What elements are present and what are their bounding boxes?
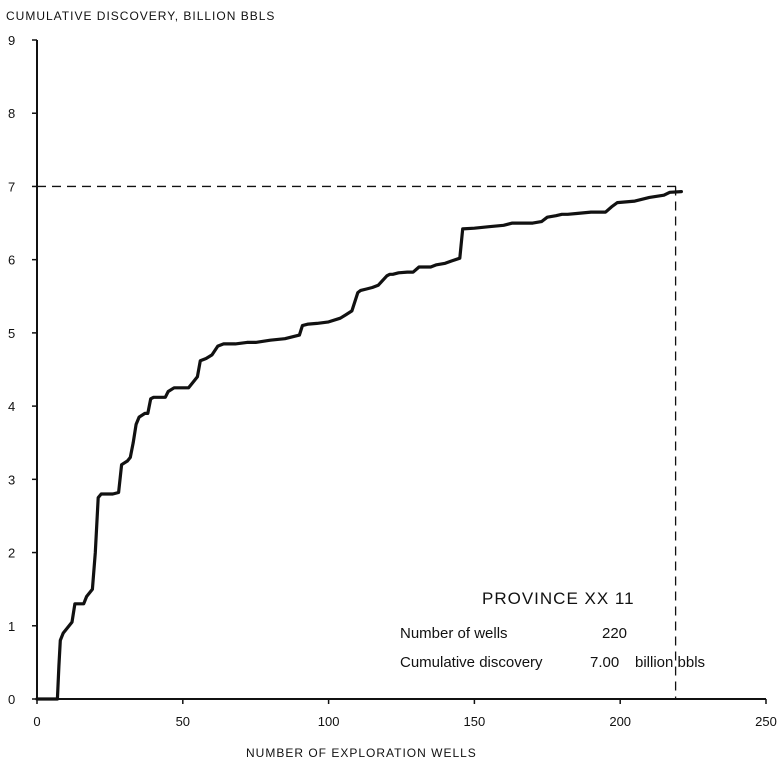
y-tick-label: 8 xyxy=(8,106,15,121)
annotation-discovery-value: 7.00 xyxy=(590,654,619,671)
y-axis-title: CUMULATIVE DISCOVERY, BILLION BBLS xyxy=(6,9,275,23)
x-axis-title: NUMBER OF EXPLORATION WELLS xyxy=(246,746,477,760)
x-tick-label: 0 xyxy=(33,714,40,729)
annotation-discovery-unit: billion bbls xyxy=(635,654,705,671)
y-tick-label: 3 xyxy=(8,472,15,487)
annotation-title: PROVINCE XX 11 xyxy=(482,589,635,608)
y-tick-label: 7 xyxy=(8,179,15,194)
y-tick-label: 4 xyxy=(8,399,15,414)
province-annotation: PROVINCE XX 11 Number of wells 220 Cumul… xyxy=(400,589,705,671)
x-ticks: 0 50 100 150 200 250 xyxy=(33,699,777,729)
y-tick-label: 0 xyxy=(8,692,15,707)
x-tick-label: 50 xyxy=(176,714,190,729)
x-tick-label: 200 xyxy=(609,714,631,729)
y-ticks: 0 1 2 3 4 5 6 7 8 9 xyxy=(8,33,37,707)
y-tick-label: 2 xyxy=(8,546,15,561)
annotation-wells-value: 220 xyxy=(602,625,627,642)
y-tick-label: 9 xyxy=(8,33,15,48)
x-tick-label: 150 xyxy=(464,714,486,729)
cumulative-discovery-line xyxy=(35,190,683,701)
annotation-wells-label: Number of wells xyxy=(400,625,508,642)
y-tick-label: 1 xyxy=(8,619,15,634)
x-tick-label: 250 xyxy=(755,714,777,729)
y-tick-label: 5 xyxy=(8,326,15,341)
x-tick-label: 100 xyxy=(318,714,340,729)
y-tick-label: 6 xyxy=(8,253,15,268)
annotation-discovery-label: Cumulative discovery xyxy=(400,654,543,671)
